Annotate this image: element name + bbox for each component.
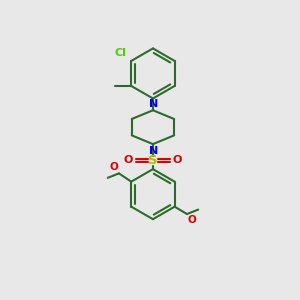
Text: N: N [149,99,158,109]
Text: Cl: Cl [114,48,126,58]
Text: S: S [148,154,158,167]
Text: O: O [124,155,133,165]
Text: N: N [149,146,158,156]
Text: O: O [188,215,197,225]
Text: O: O [109,162,118,172]
Text: O: O [173,155,182,165]
